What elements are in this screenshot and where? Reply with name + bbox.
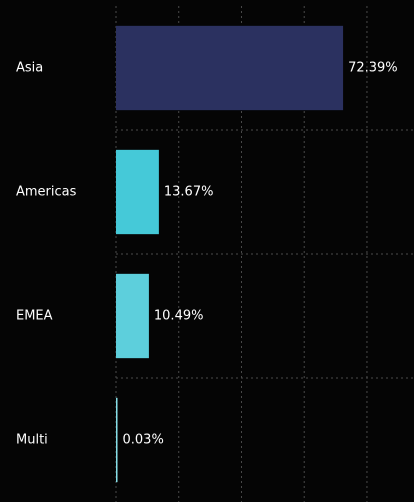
bar: [116, 25, 344, 111]
bar: [116, 397, 118, 483]
category-label: EMEA: [16, 309, 53, 324]
bar: [116, 149, 159, 235]
value-label: 10.49%: [154, 309, 204, 324]
value-label: 72.39%: [348, 61, 398, 76]
value-label: 13.67%: [164, 185, 214, 200]
category-label: Americas: [16, 185, 77, 200]
bar: [116, 273, 149, 359]
category-label: Asia: [16, 61, 43, 76]
value-label: 0.03%: [123, 433, 164, 448]
category-label: Multi: [16, 433, 48, 448]
